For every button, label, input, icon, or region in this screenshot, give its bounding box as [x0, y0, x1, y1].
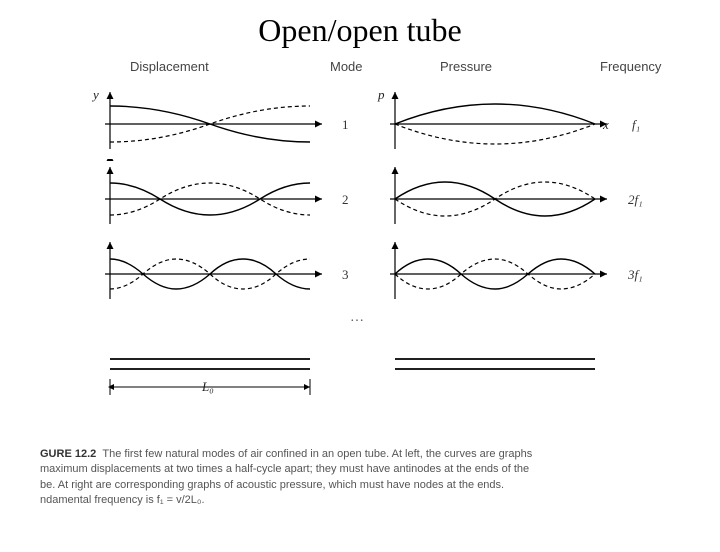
caption-line1: The first few natural modes of air confi… — [102, 448, 532, 460]
mode-label-3: 3 — [342, 267, 349, 283]
tube-length-label: L₀ — [202, 379, 214, 395]
freq-label-2: 2f₁ — [628, 192, 643, 208]
mode-label-2: 2 — [342, 192, 349, 208]
figure-area: Displacement Mode Pressure Frequency y p… — [20, 59, 700, 439]
mode-label-1: 1 — [342, 117, 349, 133]
caption-fignum: GURE 12.2 — [40, 448, 96, 460]
waves-svg: … — [20, 59, 700, 439]
caption-line3: be. At right are corresponding graphs of… — [40, 479, 504, 491]
caption-line2: maximum displacements at two times a hal… — [40, 463, 529, 475]
figure-caption: GURE 12.2 The first few natural modes of… — [0, 447, 720, 509]
svg-text:…: … — [350, 310, 364, 325]
freq-label-1: f₁ — [632, 117, 640, 133]
freq-label-3: 3f₁ — [628, 267, 643, 283]
page-title: Open/open tube — [0, 12, 720, 49]
caption-line4: ndamental frequency is f₁ = v/2L₀. — [40, 494, 205, 506]
